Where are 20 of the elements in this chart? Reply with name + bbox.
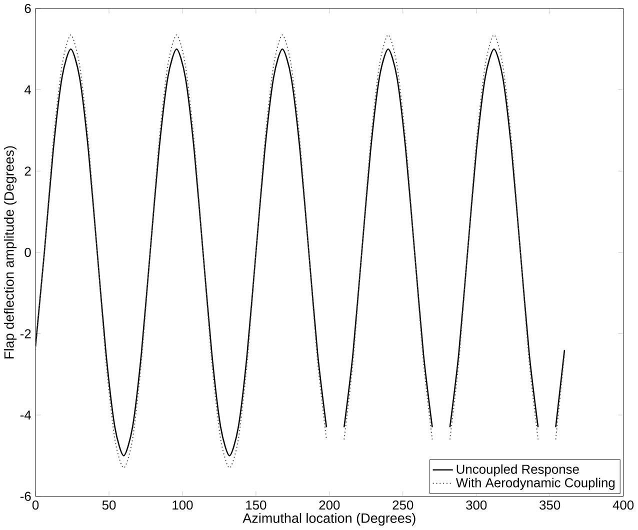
y-axis-title: Flap deflection amplitude (Degrees) <box>4 146 17 359</box>
x-tick-label: 400 <box>612 500 634 510</box>
y-tick-label: -6 <box>20 492 31 502</box>
y-tick-label: 0 <box>24 248 31 258</box>
x-axis-title: Azimuthal location (Degrees) <box>242 513 416 526</box>
x-tick-label: 150 <box>246 500 266 510</box>
x-tick-label: 50 <box>102 500 116 510</box>
x-tick-label: 350 <box>540 500 560 510</box>
y-tick-label: -4 <box>20 410 31 420</box>
legend-label: Uncoupled Response <box>456 464 579 477</box>
x-tick-label: 200 <box>319 500 340 510</box>
y-tick-label: 4 <box>24 86 31 94</box>
y-tick-label: 2 <box>24 166 31 176</box>
x-tick-label: 250 <box>392 500 414 510</box>
x-tick-label: 0 <box>32 500 39 510</box>
x-tick-label: 100 <box>172 500 193 510</box>
legend-label: With Aerodynamic Coupling <box>456 478 615 490</box>
x-tick-label: 300 <box>466 500 487 510</box>
y-tick-label: 6 <box>24 4 31 14</box>
y-tick-label: -2 <box>20 329 31 338</box>
